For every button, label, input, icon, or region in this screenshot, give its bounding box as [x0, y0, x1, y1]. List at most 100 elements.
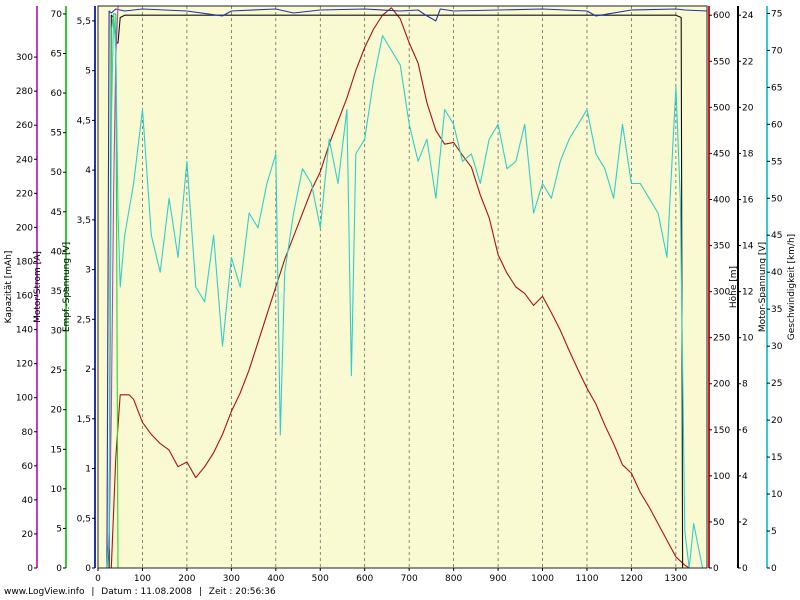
- tick-label-motor_spannung-4: 4: [742, 472, 748, 482]
- tick-label-empf_spannung-1: 1: [85, 465, 91, 475]
- tick-label-kapazitaet-280: 280: [16, 87, 33, 97]
- tick-label-motor_spannung-16: 16: [742, 195, 754, 205]
- tick-label-geschwindigkeit-60: 60: [771, 120, 783, 130]
- x-tick-label-500: 500: [312, 574, 329, 584]
- tick-label-motor_spannung-24: 24: [742, 11, 754, 21]
- tick-label-motor_spannung-14: 14: [742, 242, 754, 252]
- tick-label-hoehe-350: 350: [713, 242, 730, 252]
- tick-label-motor_strom-40: 40: [51, 247, 63, 257]
- x-tick-label-800: 800: [445, 574, 462, 584]
- axis-label-motor_strom: Motor-Strom [A]: [33, 251, 43, 323]
- plot-area: [98, 6, 707, 568]
- tick-label-kapazitaet-40: 40: [22, 496, 34, 506]
- axis-geschwindigkeit: 0 5 10 15 20 25 30 35 40 45 50 55 60 65 70 75 Geschwindi…: [766, 6, 797, 574]
- footer-time: Zeit : 20:56:36: [208, 587, 276, 597]
- series-line-empf_spannung: [98, 8, 708, 569]
- tick-label-motor_strom-60: 60: [51, 89, 63, 99]
- tick-label-empf_spannung-0: 0: [85, 564, 91, 574]
- axis-kapazitaet: 0 20 40 60 80 100 120 140 160 180 200 220 240 260 280 3…: [4, 6, 38, 574]
- tick-label-motor_strom-65: 65: [51, 49, 62, 59]
- tick-label-geschwindigkeit-0: 0: [771, 564, 777, 574]
- tick-label-hoehe-200: 200: [713, 380, 730, 390]
- x-tick-label-300: 300: [223, 574, 240, 584]
- x-tick-label-600: 600: [356, 574, 373, 584]
- x-tick-label-400: 400: [267, 574, 284, 584]
- tick-label-motor_strom-45: 45: [51, 208, 62, 218]
- axis-label-hoehe: Höhe [m]: [729, 266, 739, 308]
- footer-site[interactable]: www.LogView.info: [4, 587, 85, 597]
- tick-label-empf_spannung-1.5: 1,5: [77, 415, 91, 425]
- tick-label-hoehe-500: 500: [713, 103, 730, 113]
- tick-label-motor_strom-70: 70: [51, 10, 63, 20]
- tick-label-hoehe-300: 300: [713, 288, 730, 298]
- tick-label-kapazitaet-300: 300: [16, 53, 33, 63]
- tick-label-kapazitaet-80: 80: [22, 428, 34, 438]
- tick-label-geschwindigkeit-70: 70: [771, 46, 783, 56]
- tick-label-geschwindigkeit-5: 5: [771, 527, 777, 537]
- tick-label-motor_strom-35: 35: [51, 287, 62, 297]
- axis-label-geschwindigkeit: Geschwindigkeit [km/h]: [787, 234, 797, 340]
- tick-label-hoehe-550: 550: [713, 57, 730, 67]
- tick-label-kapazitaet-260: 260: [16, 121, 33, 131]
- tick-label-kapazitaet-100: 100: [16, 394, 33, 404]
- tick-label-empf_spannung-4.5: 4,5: [77, 116, 91, 126]
- footer-separator-2: |: [198, 587, 202, 597]
- tick-label-empf_spannung-3.5: 3,5: [77, 216, 91, 226]
- tick-label-geschwindigkeit-10: 10: [771, 490, 783, 500]
- tick-label-kapazitaet-0: 0: [27, 564, 33, 574]
- tick-label-geschwindigkeit-35: 35: [771, 305, 782, 315]
- footer-separator-1: |: [91, 587, 95, 597]
- tick-label-empf_spannung-5.5: 5,5: [77, 17, 91, 27]
- tick-label-motor_spannung-8: 8: [742, 380, 748, 390]
- tick-label-kapazitaet-20: 20: [22, 530, 34, 540]
- tick-label-motor_spannung-18: 18: [742, 149, 754, 159]
- tick-label-kapazitaet-200: 200: [16, 223, 33, 233]
- tick-label-geschwindigkeit-40: 40: [771, 268, 783, 278]
- tick-label-geschwindigkeit-75: 75: [771, 9, 782, 19]
- tick-label-motor_spannung-6: 6: [742, 426, 748, 436]
- tick-label-geschwindigkeit-25: 25: [771, 379, 782, 389]
- tick-label-motor_spannung-0: 0: [742, 564, 748, 574]
- tick-label-motor_strom-0: 0: [56, 564, 62, 574]
- series-line-motor_spannung: [98, 14, 707, 569]
- tick-label-motor_strom-30: 30: [51, 327, 63, 337]
- tick-label-motor_spannung-2: 2: [742, 518, 748, 528]
- x-tick-label-1200: 1200: [620, 574, 643, 584]
- tick-label-hoehe-0: 0: [713, 564, 719, 574]
- tick-label-hoehe-50: 50: [713, 518, 725, 528]
- tick-label-hoehe-100: 100: [713, 472, 730, 482]
- tick-label-geschwindigkeit-20: 20: [771, 416, 783, 426]
- plot-frame: [97, 5, 708, 569]
- axis-empf_spannung: 0 0,5 1 1,5 2 2,5 3 3,5 4 4,5 5 5,5 Empf.-Spannung […: [62, 6, 96, 574]
- axes-layer: 0204060801001201401601802002202402602803…: [4, 6, 797, 574]
- tick-label-hoehe-250: 250: [713, 334, 730, 344]
- x-tick-label-0: 0: [95, 574, 101, 584]
- x-tick-label-1300: 1300: [664, 574, 687, 584]
- tick-label-hoehe-150: 150: [713, 426, 730, 436]
- tick-label-geschwindigkeit-65: 65: [771, 83, 782, 93]
- tick-label-motor_spannung-12: 12: [742, 288, 753, 298]
- tick-label-geschwindigkeit-30: 30: [771, 342, 783, 352]
- x-tick-label-1000: 1000: [531, 574, 554, 584]
- tick-label-geschwindigkeit-55: 55: [771, 157, 782, 167]
- tick-label-geschwindigkeit-45: 45: [771, 231, 782, 241]
- tick-label-motor_spannung-10: 10: [742, 334, 754, 344]
- tick-label-kapazitaet-180: 180: [16, 257, 33, 267]
- tick-label-motor_strom-10: 10: [51, 485, 63, 495]
- tick-label-empf_spannung-4: 4: [85, 166, 91, 176]
- x-tick-label-100: 100: [134, 574, 151, 584]
- x-axis: 0 100 200 300 400 500 600 700 800 900 1000 1100 1200…: [95, 568, 688, 584]
- x-tick-label-200: 200: [178, 574, 195, 584]
- tick-label-geschwindigkeit-50: 50: [771, 194, 783, 204]
- x-tick-label-900: 900: [489, 574, 506, 584]
- tick-label-motor_strom-50: 50: [51, 168, 63, 178]
- tick-label-kapazitaet-140: 140: [16, 326, 33, 336]
- tick-label-empf_spannung-2.5: 2,5: [77, 315, 91, 325]
- axis-label-empf_spannung: Empf.-Spannung [V]: [62, 242, 72, 332]
- tick-label-kapazitaet-60: 60: [22, 462, 34, 472]
- tick-label-kapazitaet-240: 240: [16, 155, 33, 165]
- axis-label-kapazitaet: Kapazität [mAh]: [4, 251, 14, 324]
- x-tick-label-1100: 1100: [576, 574, 599, 584]
